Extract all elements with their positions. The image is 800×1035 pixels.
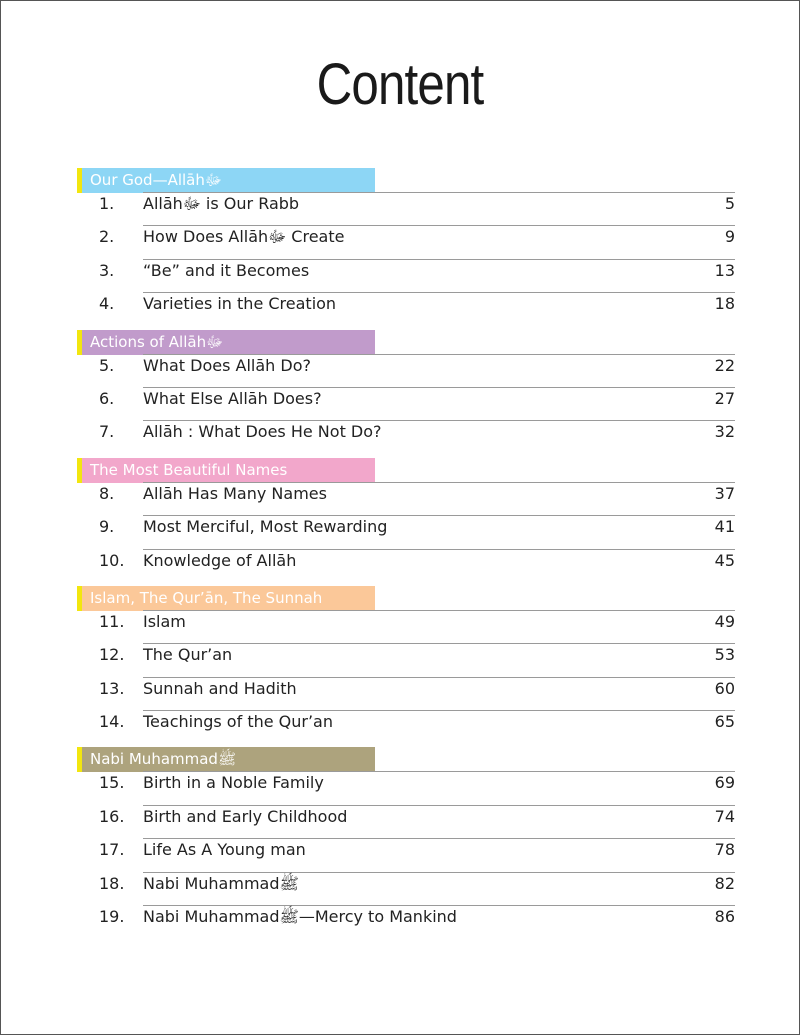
- section-items: 8. Allāh Has Many Names 37 9. Most Merciful,…: [1, 481, 799, 582]
- section-header: Islam, The Qur’ān, The Sunnah: [77, 585, 375, 611]
- entry-number: 10.: [99, 550, 125, 570]
- toc-entry[interactable]: 13. Sunnah and Hadith 60: [99, 676, 735, 710]
- entry-title: Sunnah and Hadith: [143, 678, 297, 698]
- entry-number: 14.: [99, 712, 125, 732]
- entry-number: 18.: [99, 873, 125, 893]
- page-title: Content: [316, 52, 485, 117]
- toc-entry[interactable]: 5. What Does Allāh Do? 22: [99, 353, 735, 387]
- toc-entry[interactable]: 6. What Else Allāh Does? 27: [99, 386, 735, 420]
- entry-page-number: 53: [714, 645, 735, 665]
- entry-title: Most Merciful, Most Rewarding: [143, 517, 388, 537]
- entry-number: 12.: [99, 645, 125, 665]
- entry-page-number: 78: [714, 840, 735, 860]
- entry-page-number: 5: [724, 194, 735, 213]
- toc-entry[interactable]: 16. Birth and Early Childhood 74: [99, 804, 735, 838]
- toc-entry[interactable]: 18. Nabi Muhammadﷺ 82: [99, 871, 735, 905]
- section-items: 15. Birth in a Noble Family 69 16. Birth and…: [1, 771, 799, 938]
- entry-page-number: 74: [714, 806, 735, 826]
- toc-section: The Most Beautiful Names 8. Allāh Has Many…: [1, 457, 799, 582]
- entry-page-number: 86: [714, 907, 735, 927]
- entry-number: 16.: [99, 806, 125, 826]
- entry-title: Allāh Has Many Names: [143, 483, 327, 503]
- toc-entry[interactable]: 7. Allāh : What Does He Not Do? 32: [99, 420, 735, 453]
- entry-title: “Be” and it Becomes: [143, 260, 310, 280]
- entry-page-number: 65: [714, 712, 735, 732]
- toc-entry[interactable]: 2. How Does Allāhﷻ Create 9: [99, 225, 735, 258]
- entry-number: 15.: [99, 773, 125, 793]
- toc-entry[interactable]: 3. “Be” and it Becomes 13: [99, 258, 735, 292]
- entry-number: 2.: [99, 227, 115, 247]
- toc-entry[interactable]: 15. Birth in a Noble Family 69: [99, 771, 735, 804]
- entry-number: 5.: [99, 355, 115, 375]
- toc-section: Islam, The Qur’ān, The Sunnah 11. Islam 49 1…: [1, 585, 799, 744]
- toc-entry[interactable]: 9. Most Merciful, Most Rewarding 41: [99, 515, 735, 548]
- entry-page-number: 32: [714, 422, 735, 442]
- entry-title: Knowledge of Allāh: [143, 550, 297, 570]
- entry-title: Life As A Young man: [143, 840, 306, 860]
- toc-entry[interactable]: 19. Nabi Muhammadﷺ—Mercy to Mankind 86: [99, 905, 735, 938]
- toc-section: Actions of Allāhﷻ 5. What Does Allāh Do? 22…: [1, 329, 799, 454]
- section-items: 11. Islam 49 12. The Qur’an 53 13. Sunnah and H…: [1, 609, 799, 744]
- section-header: The Most Beautiful Names: [77, 457, 375, 483]
- entry-page-number: 18: [714, 294, 735, 314]
- entry-number: 9.: [99, 517, 115, 537]
- toc-entry[interactable]: 4. Varieties in the Creation 18: [99, 292, 735, 325]
- entry-number: 6.: [99, 388, 115, 408]
- entry-page-number: 22: [714, 355, 735, 375]
- entry-title: How Does Allāhﷻ Create: [143, 227, 345, 247]
- entry-page-number: 45: [714, 550, 735, 570]
- entry-title: Birth and Early Childhood: [143, 806, 348, 826]
- toc-entry[interactable]: 17. Life As A Young man 78: [99, 838, 735, 871]
- toc-entry[interactable]: 8. Allāh Has Many Names 37: [99, 481, 735, 515]
- entry-title: The Qur’an: [143, 645, 233, 665]
- entry-title: Teachings of the Qur’an: [143, 712, 333, 732]
- entry-title: What Else Allāh Does?: [143, 388, 322, 408]
- section-header: Our God—Allāhﷻ: [77, 168, 375, 193]
- section-items: 1. Allāhﷻ is Our Rabb 5 2. How Does Allāhﷻ C…: [1, 192, 799, 326]
- entry-number: 8.: [99, 483, 115, 503]
- entry-page-number: 37: [714, 483, 735, 503]
- entry-title: Allāhﷻ is Our Rabb: [143, 194, 300, 213]
- entry-page-number: 13: [714, 260, 735, 280]
- toc-entry[interactable]: 11. Islam 49: [99, 609, 735, 643]
- entry-number: 17.: [99, 840, 125, 860]
- entry-number: 3.: [99, 260, 115, 280]
- table-of-contents: Our God—Allāhﷻ 1. Allāhﷻ is Our Rabb 5 2. How…: [1, 168, 799, 942]
- entry-number: 11.: [99, 611, 125, 631]
- entry-title: Nabi Muhammadﷺ—Mercy to Mankind: [143, 907, 457, 927]
- toc-section: Our God—Allāhﷻ 1. Allāhﷻ is Our Rabb 5 2. How…: [1, 168, 799, 326]
- entry-number: 1.: [99, 194, 115, 213]
- entry-number: 4.: [99, 294, 115, 314]
- section-header: Actions of Allāhﷻ: [77, 329, 375, 355]
- entry-page-number: 9: [724, 227, 735, 247]
- entry-title: Nabi Muhammadﷺ: [143, 873, 299, 893]
- entry-number: 19.: [99, 907, 125, 927]
- toc-entry[interactable]: 1. Allāhﷻ is Our Rabb 5: [99, 192, 735, 225]
- entry-number: 13.: [99, 678, 125, 698]
- entry-page-number: 27: [714, 388, 735, 408]
- entry-page-number: 41: [714, 517, 735, 537]
- entry-title: Allāh : What Does He Not Do?: [143, 422, 382, 442]
- section-items: 5. What Does Allāh Do? 22 6. What Else Allāh…: [1, 353, 799, 454]
- entry-page-number: 69: [714, 773, 735, 793]
- toc-entry[interactable]: 12. The Qur’an 53: [99, 643, 735, 676]
- toc-section: Nabi Muhammadﷺ 15. Birth in a Noble Family…: [1, 747, 799, 938]
- entry-page-number: 82: [714, 873, 735, 893]
- entry-number: 7.: [99, 422, 115, 442]
- entry-page-number: 60: [714, 678, 735, 698]
- section-header: Nabi Muhammadﷺ: [77, 747, 375, 773]
- entry-page-number: 49: [714, 611, 735, 631]
- entry-title: Islam: [143, 611, 186, 631]
- toc-entry[interactable]: 14. Teachings of the Qur’an 65: [99, 710, 735, 743]
- toc-entry[interactable]: 10. Knowledge of Allāh 45: [99, 548, 735, 582]
- entry-title: What Does Allāh Do?: [143, 355, 311, 375]
- entry-title: Birth in a Noble Family: [143, 773, 324, 793]
- entry-title: Varieties in the Creation: [143, 294, 337, 314]
